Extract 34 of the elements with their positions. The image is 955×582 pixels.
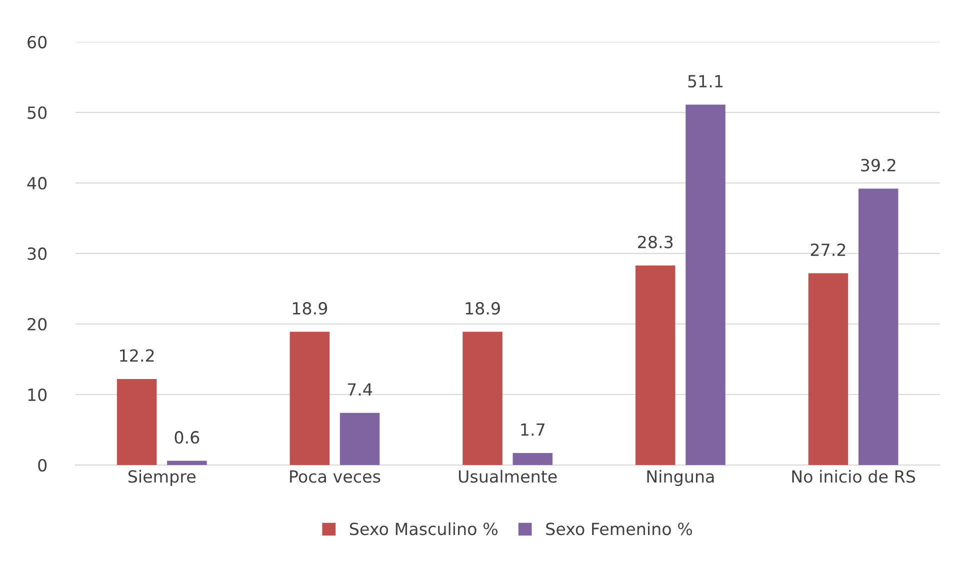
x-tick-label: No inicio de RS <box>792 470 916 483</box>
data-label: 18.9 <box>466 302 500 315</box>
x-tick-label: Usualmente <box>458 470 557 483</box>
y-tick-label: 0 <box>38 458 47 472</box>
bar <box>340 412 380 466</box>
data-label: 18.9 <box>292 302 328 315</box>
bar <box>462 332 502 466</box>
y-tick-label: 20 <box>28 318 47 331</box>
x-tick-label: Poca veces <box>290 470 380 483</box>
data-label: 51.1 <box>688 75 723 88</box>
legend-label: Sexo Femenino % <box>546 522 692 536</box>
data-label: 39.2 <box>861 158 896 172</box>
bar <box>290 332 330 466</box>
bar <box>808 273 848 466</box>
y-tick-label: 40 <box>27 176 47 190</box>
x-tick-label: Siempre <box>128 470 196 486</box>
data-label: 28.3 <box>638 236 673 248</box>
bar <box>635 265 676 466</box>
data-label: 0.6 <box>174 431 200 444</box>
y-tick-label: 50 <box>28 106 47 119</box>
y-tick-label: 10 <box>28 388 47 402</box>
data-label: 7.4 <box>348 383 372 396</box>
bar <box>167 460 207 466</box>
y-tick-label: 60 <box>28 36 47 48</box>
bar <box>512 453 553 466</box>
legend-label: Sexo Masculino % <box>350 522 498 536</box>
bar <box>858 188 898 466</box>
bar <box>116 378 157 466</box>
data-label: 27.2 <box>810 243 846 256</box>
data-label: 12.2 <box>120 349 154 362</box>
bar <box>686 104 726 466</box>
x-tick-label: Ninguna <box>647 470 714 486</box>
y-tick-label: 30 <box>28 247 47 260</box>
data-label: 1.7 <box>521 424 544 436</box>
